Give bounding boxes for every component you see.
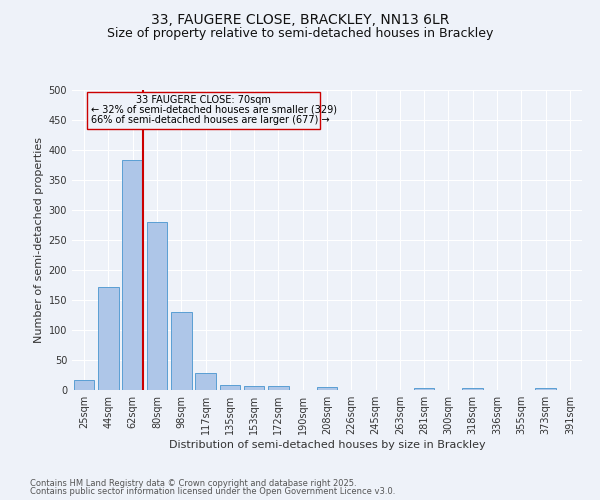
Bar: [171, 312, 191, 390]
Text: 33 FAUGERE CLOSE: 70sqm: 33 FAUGERE CLOSE: 70sqm: [136, 95, 271, 105]
Y-axis label: Number of semi-detached properties: Number of semi-detached properties: [34, 137, 44, 343]
Bar: [195, 372, 216, 390]
Bar: [98, 287, 119, 390]
Bar: [317, 387, 337, 390]
FancyBboxPatch shape: [86, 92, 320, 129]
Bar: [535, 388, 556, 390]
Bar: [220, 385, 240, 390]
Bar: [244, 386, 265, 390]
Text: ← 32% of semi-detached houses are smaller (329): ← 32% of semi-detached houses are smalle…: [91, 105, 337, 115]
Bar: [122, 160, 143, 390]
Text: 66% of semi-detached houses are larger (677) →: 66% of semi-detached houses are larger (…: [91, 115, 330, 125]
Bar: [146, 222, 167, 390]
X-axis label: Distribution of semi-detached houses by size in Brackley: Distribution of semi-detached houses by …: [169, 440, 485, 450]
Text: Contains public sector information licensed under the Open Government Licence v3: Contains public sector information licen…: [30, 487, 395, 496]
Bar: [74, 380, 94, 390]
Bar: [268, 386, 289, 390]
Text: Contains HM Land Registry data © Crown copyright and database right 2025.: Contains HM Land Registry data © Crown c…: [30, 478, 356, 488]
Bar: [414, 388, 434, 390]
Text: 33, FAUGERE CLOSE, BRACKLEY, NN13 6LR: 33, FAUGERE CLOSE, BRACKLEY, NN13 6LR: [151, 12, 449, 26]
Text: Size of property relative to semi-detached houses in Brackley: Size of property relative to semi-detach…: [107, 28, 493, 40]
Bar: [463, 388, 483, 390]
